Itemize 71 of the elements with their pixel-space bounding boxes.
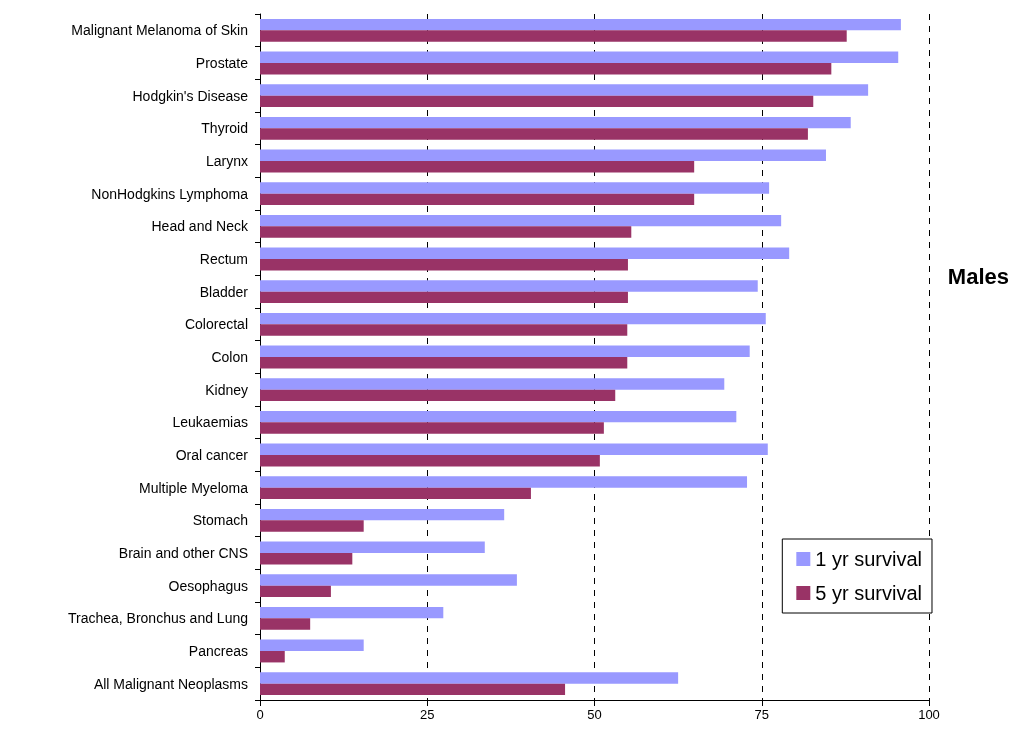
- bar: [260, 422, 604, 434]
- x-tick-label: 50: [587, 707, 602, 722]
- bar: [260, 280, 758, 292]
- bar: [260, 161, 695, 173]
- bar: [260, 345, 750, 357]
- y-tick-label: NonHodgkins Lymphoma: [91, 185, 249, 202]
- text: Males: [947, 263, 1010, 289]
- bar: [260, 683, 566, 696]
- bar: [260, 378, 725, 390]
- bar: [260, 672, 679, 684]
- bar: [260, 639, 364, 651]
- bar: [260, 606, 444, 619]
- legend-label: 1 yr survival: [815, 548, 923, 570]
- y-tick-label: Trachea, Bronchus and Lung: [67, 610, 248, 627]
- bar: [260, 541, 485, 553]
- bar: [260, 585, 331, 598]
- y-tick-label: Oesophagus: [168, 577, 248, 594]
- bar: [260, 574, 517, 586]
- x-tick-label: 100: [918, 707, 940, 722]
- y-tick-label: Leukaemias: [172, 414, 248, 431]
- bar: [260, 520, 364, 532]
- bar: [260, 116, 851, 129]
- y-tick-label: Brain and other CNS: [118, 545, 248, 561]
- y-tick-label: Kidney: [205, 381, 248, 398]
- bar: [260, 357, 628, 369]
- y-tick-label: Malignant Melanoma of Skin: [71, 22, 248, 39]
- x-tick-label: 25: [420, 707, 435, 722]
- bar: [260, 312, 766, 325]
- y-tick-label: Oral cancer: [175, 447, 249, 463]
- bar: [260, 63, 832, 75]
- bar: [260, 291, 628, 304]
- x-tick-label: 75: [754, 707, 769, 722]
- y-tick-label: Multiple Myeloma: [139, 479, 249, 496]
- bar: [260, 214, 782, 227]
- bar: [260, 410, 737, 423]
- bar: [260, 443, 768, 455]
- bar: [260, 247, 790, 259]
- bar: [260, 455, 600, 467]
- y-tick-label: Rectum: [199, 251, 248, 267]
- bar: [260, 193, 695, 206]
- y-tick-label: Larynx: [205, 153, 248, 169]
- y-tick-label: All Malignant Neoplasms: [93, 675, 248, 692]
- bar: [260, 30, 847, 42]
- y-tick-label: Hodgkin's Disease: [132, 87, 249, 104]
- y-tick-label: Colon: [211, 349, 248, 365]
- bar: [260, 18, 901, 31]
- bar: [260, 259, 628, 271]
- y-tick-label: Bladder: [199, 283, 249, 300]
- y-tick-label: Thyroid: [201, 120, 248, 137]
- y-tick-label: Stomach: [192, 512, 248, 529]
- bar: [260, 51, 899, 63]
- bar: [260, 95, 814, 108]
- bar: [260, 487, 531, 500]
- bar: [260, 476, 748, 488]
- y-tick-label: Head and Neck: [151, 218, 249, 235]
- bar: [260, 324, 628, 336]
- bar: [260, 128, 808, 140]
- y-tick-label: Prostate: [195, 55, 249, 71]
- x-tick-label: 0: [256, 707, 264, 722]
- legend-label: 5 yr survival: [815, 582, 923, 604]
- y-tick-label: Pancreas: [188, 643, 248, 659]
- bar: [260, 651, 285, 663]
- bar: [260, 84, 869, 96]
- bar: [260, 389, 616, 402]
- bar: [260, 508, 505, 521]
- bar: [260, 553, 353, 565]
- bar: [260, 182, 770, 194]
- bar: [260, 149, 826, 161]
- bar: [260, 226, 632, 238]
- bar: [260, 618, 311, 630]
- y-tick-label: Colorectal: [184, 316, 248, 333]
